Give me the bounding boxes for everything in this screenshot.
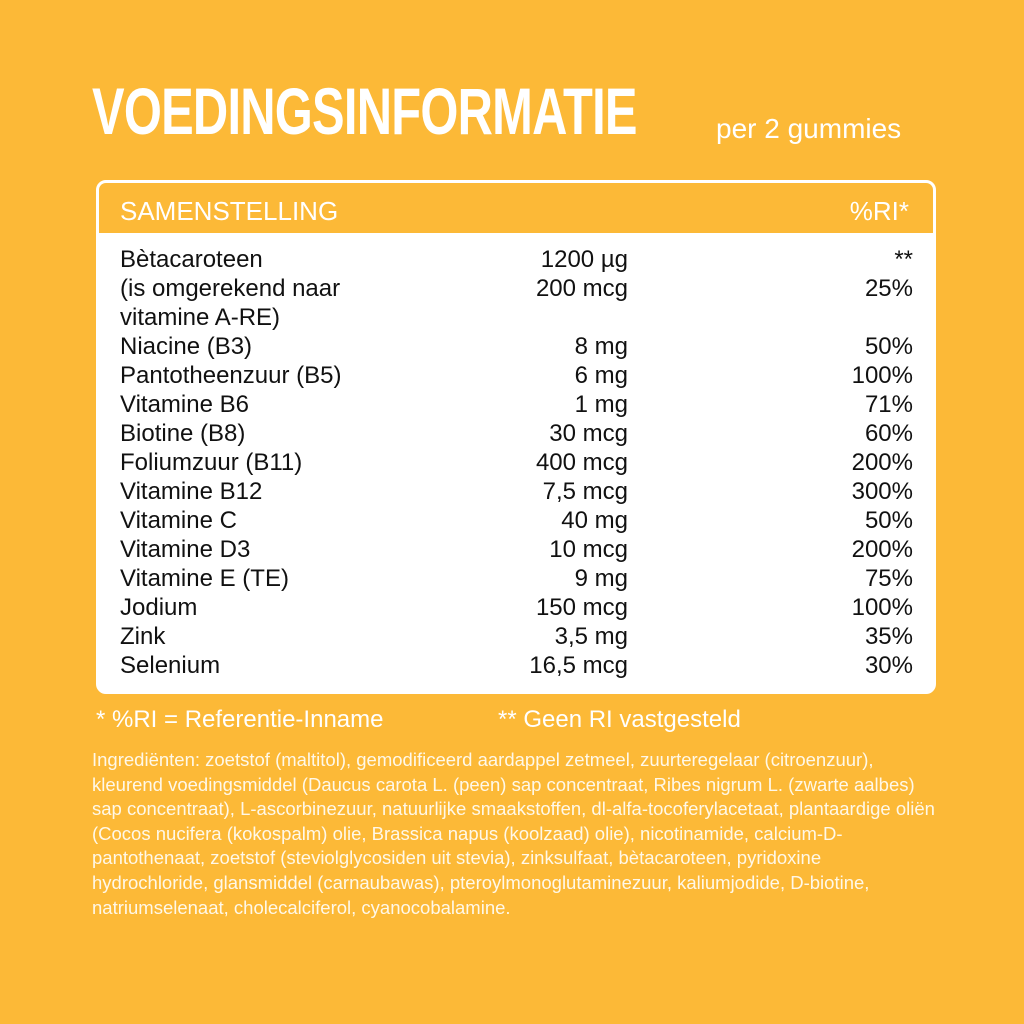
nutrient-name: Vitamine D3: [120, 536, 251, 563]
amount: 7,5 mcg: [542, 478, 628, 505]
table-row: Vitamine D3 10 mcg 200%: [120, 535, 913, 564]
nutrient-name: (is omgerekend naar vitamine A-RE): [120, 275, 341, 331]
amount: 1200 µg: [540, 246, 628, 273]
ri-percent: 75%: [864, 565, 913, 592]
amount: 10 mcg: [549, 536, 628, 563]
title: VOEDINGSINFORMATIE: [92, 74, 637, 148]
ingredients: Ingrediënten: zoetstof (maltitol), gemod…: [92, 749, 935, 918]
ri-percent: 71%: [864, 391, 913, 418]
amount: 1 mg: [574, 391, 628, 418]
amount: 150 mcg: [535, 594, 628, 621]
ri-percent: 25%: [864, 275, 913, 302]
table-row: Vitamine B6 1 mg 71%: [120, 390, 913, 419]
nutrient-name: Pantotheenzuur (B5): [120, 362, 342, 389]
amount: 400 mcg: [535, 449, 628, 476]
ri-percent: 300%: [851, 478, 913, 505]
amount: 16,5 mcg: [529, 652, 628, 679]
nutrient-name: Selenium: [120, 652, 221, 679]
ri-percent: **: [894, 246, 913, 273]
nutrient-name: Vitamine E (TE): [120, 565, 289, 592]
nutrient-name: Jodium: [120, 594, 198, 621]
table-row: Pantotheenzuur (B5) 6 mg 100%: [120, 361, 913, 390]
ri-percent: 200%: [851, 449, 913, 476]
nutrient-name: Vitamine C: [120, 507, 237, 534]
amount: 6 mg: [574, 362, 628, 389]
table-row: Biotine (B8) 30 mcg 60%: [120, 419, 913, 448]
table-row: Vitamine B12 7,5 mcg 300%: [120, 477, 913, 506]
footnote: ** Geen RI vastgesteld: [498, 706, 741, 733]
table-row: Foliumzuur (B11) 400 mcg 200%: [120, 448, 913, 477]
table-row: Selenium 16,5 mcg 30%: [120, 651, 913, 680]
table-row: Vitamine C 40 mg 50%: [120, 506, 913, 535]
table-body: Bètacaroteen 1200 µg ** (is omgerekend naar…: [120, 245, 913, 680]
amount: 8 mg: [574, 333, 628, 360]
table-header: SAMENSTELLING %RI*: [99, 183, 933, 233]
subtitle: per 2 gummies: [716, 113, 902, 144]
amount: 3,5 mg: [554, 623, 628, 650]
ri-percent: 200%: [851, 536, 913, 563]
nutrient-name: Vitamine B6: [120, 391, 249, 418]
ri-percent: 35%: [864, 623, 913, 650]
nutrient-name: Vitamine B12: [120, 478, 263, 505]
amount: 40 mg: [561, 507, 628, 534]
amount: 200 mcg: [535, 275, 628, 302]
amount: 9 mg: [574, 565, 628, 592]
table-row: (is omgerekend naar vitamine A-RE) 200 mc…: [120, 274, 913, 332]
ri-percent: 30%: [864, 652, 913, 679]
ri-percent: 50%: [864, 333, 913, 360]
ri-percent: 100%: [851, 362, 913, 389]
nutrition-table: SAMENSTELLING %RI* Bètacaroteen 1200 µg **…: [96, 180, 936, 694]
column-header: %RI*: [849, 196, 909, 226]
column-header: SAMENSTELLING: [120, 196, 339, 226]
amount: 30 mcg: [549, 420, 628, 447]
table-row: Jodium 150 mcg 100%: [120, 593, 913, 622]
footnote: * %RI = Referentie-Inname: [96, 706, 384, 733]
table-row: Bètacaroteen 1200 µg **: [120, 245, 913, 274]
nutrient-name: Biotine (B8): [120, 420, 246, 447]
nutrient-name: Bètacaroteen: [120, 246, 263, 273]
nutrient-name: Zink: [120, 623, 166, 650]
ri-percent: 50%: [864, 507, 913, 534]
ri-percent: 100%: [851, 594, 913, 621]
table-row: Zink 3,5 mg 35%: [120, 622, 913, 651]
ri-percent: 60%: [864, 420, 913, 447]
nutrient-name: Niacine (B3): [120, 333, 253, 360]
nutrient-name: Foliumzuur (B11): [120, 449, 303, 476]
table-row: Niacine (B3) 8 mg 50%: [120, 332, 913, 361]
table-row: Vitamine E (TE) 9 mg 75%: [120, 564, 913, 593]
